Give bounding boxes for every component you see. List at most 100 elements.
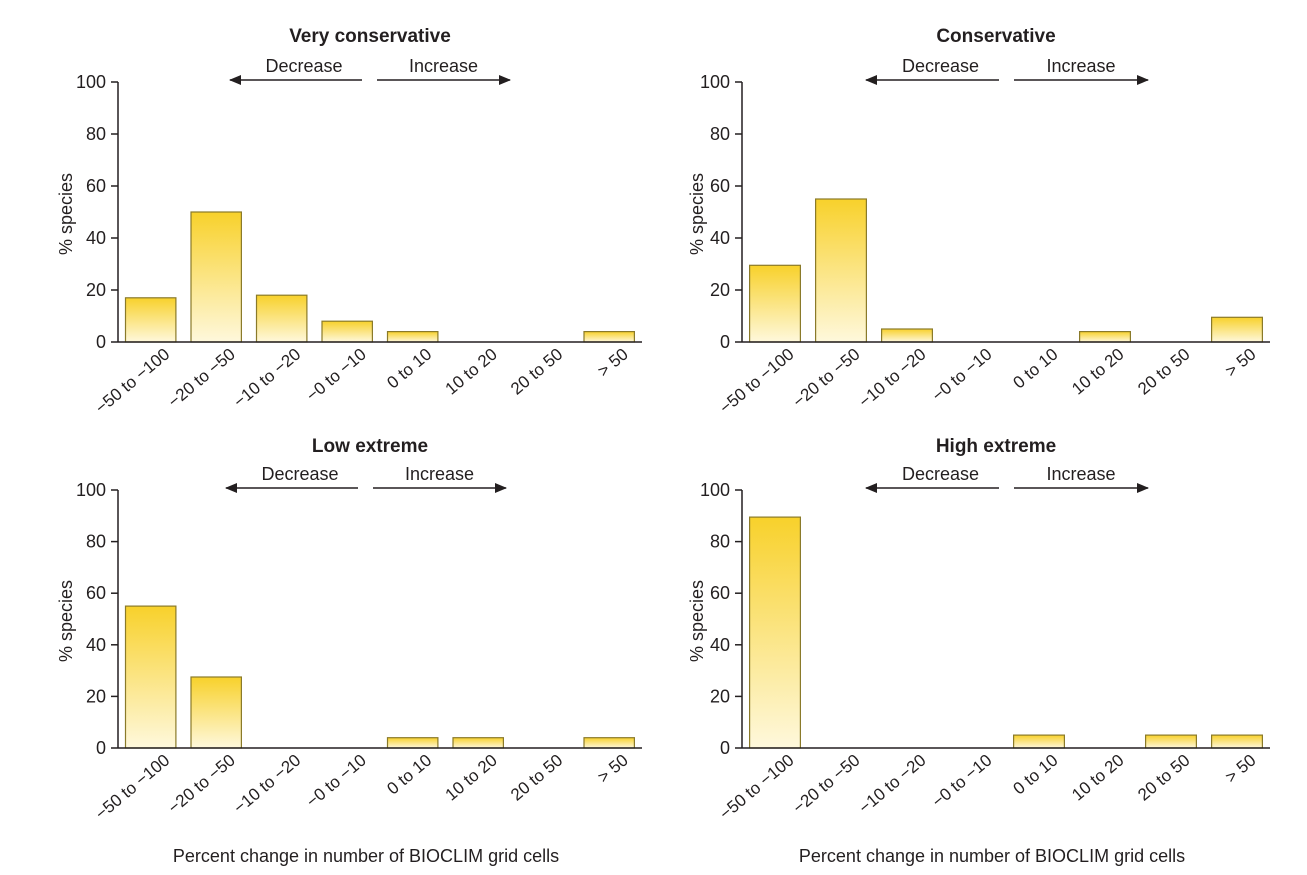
y-tick-label: 40 (86, 228, 106, 248)
bar (880, 328, 933, 343)
y-tick-label: 60 (86, 176, 106, 196)
bar (1210, 316, 1263, 343)
x-tick-label: 20 to 50 (1134, 751, 1193, 805)
bar (1012, 734, 1065, 749)
decrease-label: Decrease (902, 464, 979, 484)
bar (255, 294, 308, 343)
y-tick-label: 100 (700, 480, 730, 500)
x-tick-label: 0 to 10 (383, 751, 435, 799)
x-tick-label: −20 to −50 (164, 345, 239, 412)
x-tick-label: > 50 (1222, 345, 1260, 381)
y-tick-label: 0 (720, 738, 730, 758)
x-tick-label: 20 to 50 (507, 751, 566, 805)
x-tick-label: > 50 (1222, 751, 1260, 787)
bars (748, 516, 1263, 749)
y-tick-label: 0 (720, 332, 730, 352)
x-tick-label: −0 to −10 (303, 345, 370, 406)
x-axis-label: Percent change in number of BIOCLIM grid… (173, 846, 559, 866)
y-tick-label: 80 (710, 124, 730, 144)
x-tick-label: 10 to 20 (1068, 751, 1127, 805)
decrease-label: Decrease (261, 464, 338, 484)
x-tick-label: −10 to −20 (855, 751, 930, 818)
x-tick-label: > 50 (594, 751, 632, 787)
bar (583, 331, 636, 343)
x-tick-label: −0 to −10 (928, 751, 995, 812)
bars (124, 211, 636, 343)
y-tick-label: 80 (710, 532, 730, 552)
bar (124, 605, 177, 749)
y-tick-label: 100 (700, 72, 730, 92)
x-axis-label: Percent change in number of BIOCLIM grid… (799, 846, 1185, 866)
y-tick-label: 20 (86, 686, 106, 706)
y-tick-label: 100 (76, 480, 106, 500)
y-tick-label: 20 (710, 280, 730, 300)
x-tick-label: −50 to −100 (716, 751, 798, 824)
chart-panel-2: Conservative Decrease Increase 0 20 40 60 80 100… (687, 26, 1270, 417)
decrease-label: Decrease (265, 56, 342, 76)
bar (452, 737, 505, 749)
y-tick-label: 20 (710, 686, 730, 706)
bars (748, 198, 1263, 343)
y-axis-label: % species (56, 173, 76, 255)
y-tick-label: 0 (96, 332, 106, 352)
x-tick-label: 0 to 10 (1010, 751, 1062, 799)
x-tick-label: −20 to −50 (164, 751, 239, 818)
x-tick-label: 20 to 50 (507, 345, 566, 399)
x-tick-label: −10 to −20 (855, 345, 930, 412)
chart-panel-4: High extreme Decrease Increase 0 20 40 60 80 100… (687, 436, 1270, 866)
x-tick-label: 10 to 20 (1068, 345, 1127, 399)
y-axis-label: % species (56, 580, 76, 662)
chart-title: Conservative (936, 26, 1055, 47)
x-tick-label: 0 to 10 (1010, 345, 1062, 393)
bar (124, 297, 177, 343)
decrease-label: Decrease (902, 56, 979, 76)
increase-label: Increase (405, 464, 474, 484)
bar (190, 211, 243, 343)
x-tick-label: 10 to 20 (442, 751, 501, 805)
bar (583, 737, 636, 749)
x-tick-label: −20 to −50 (789, 345, 864, 412)
y-tick-label: 60 (710, 176, 730, 196)
increase-label: Increase (1046, 464, 1115, 484)
chart-panel-1: Very conservative Decrease Increase 0 20 40 60… (56, 26, 642, 417)
y-tick-label: 80 (86, 532, 106, 552)
bar (1078, 331, 1131, 343)
y-tick-label: 60 (86, 583, 106, 603)
x-tick-label: 0 to 10 (383, 345, 435, 393)
direction-annotation: Decrease Increase (865, 464, 1149, 493)
bar (1210, 734, 1263, 749)
increase-label: Increase (1046, 56, 1115, 76)
bar (386, 331, 439, 343)
chart-title: Low extreme (312, 436, 428, 457)
x-tick-label: −20 to −50 (789, 751, 864, 818)
bar (748, 264, 801, 343)
x-tick-label: −10 to −20 (230, 751, 305, 818)
y-tick-label: 0 (96, 738, 106, 758)
direction-annotation: Decrease Increase (229, 56, 511, 85)
bar (814, 198, 867, 343)
bar (1144, 734, 1197, 749)
y-tick-label: 100 (76, 72, 106, 92)
bar (190, 676, 243, 749)
x-tick-label: 20 to 50 (1134, 345, 1193, 399)
x-tick-label: > 50 (594, 345, 632, 381)
y-tick-label: 60 (710, 583, 730, 603)
x-tick-label: −0 to −10 (303, 751, 370, 812)
bar (321, 320, 374, 343)
x-tick-label: −50 to −100 (716, 345, 798, 418)
y-axis-label: % species (687, 173, 707, 255)
bar (748, 516, 801, 749)
y-tick-label: 40 (710, 228, 730, 248)
chart-title: Very conservative (289, 26, 451, 47)
x-tick-label: −0 to −10 (928, 345, 995, 406)
y-tick-label: 40 (710, 635, 730, 655)
bar (386, 737, 439, 749)
x-tick-label: 10 to 20 (442, 345, 501, 399)
x-tick-label: −50 to −100 (92, 345, 174, 418)
bars (124, 605, 636, 749)
x-tick-label: −50 to −100 (92, 751, 174, 824)
y-tick-label: 20 (86, 280, 106, 300)
chart-title: High extreme (936, 436, 1056, 457)
y-tick-label: 80 (86, 124, 106, 144)
